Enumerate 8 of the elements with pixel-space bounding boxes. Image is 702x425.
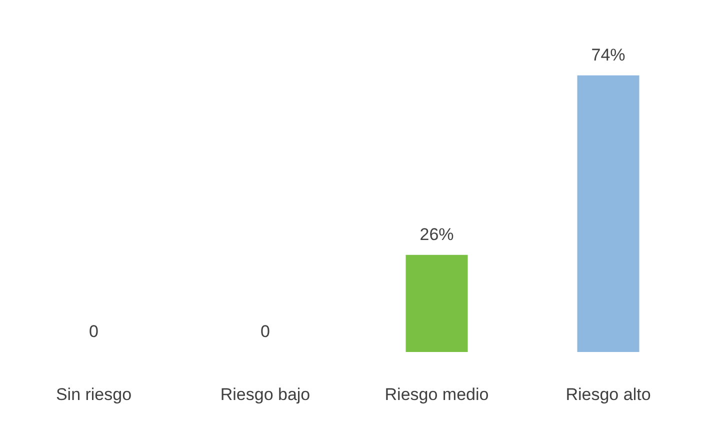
x-tick-label: Riesgo alto <box>566 385 651 404</box>
data-label: 0 <box>260 322 270 341</box>
data-label: 74% <box>591 45 626 64</box>
x-tick-label: Riesgo bajo <box>220 385 310 404</box>
data-label: 26% <box>420 224 454 244</box>
x-tick-label: Sin riesgo <box>56 385 132 404</box>
data-label: 0 <box>89 322 98 341</box>
x-tick-label: Riesgo medio <box>384 385 489 404</box>
